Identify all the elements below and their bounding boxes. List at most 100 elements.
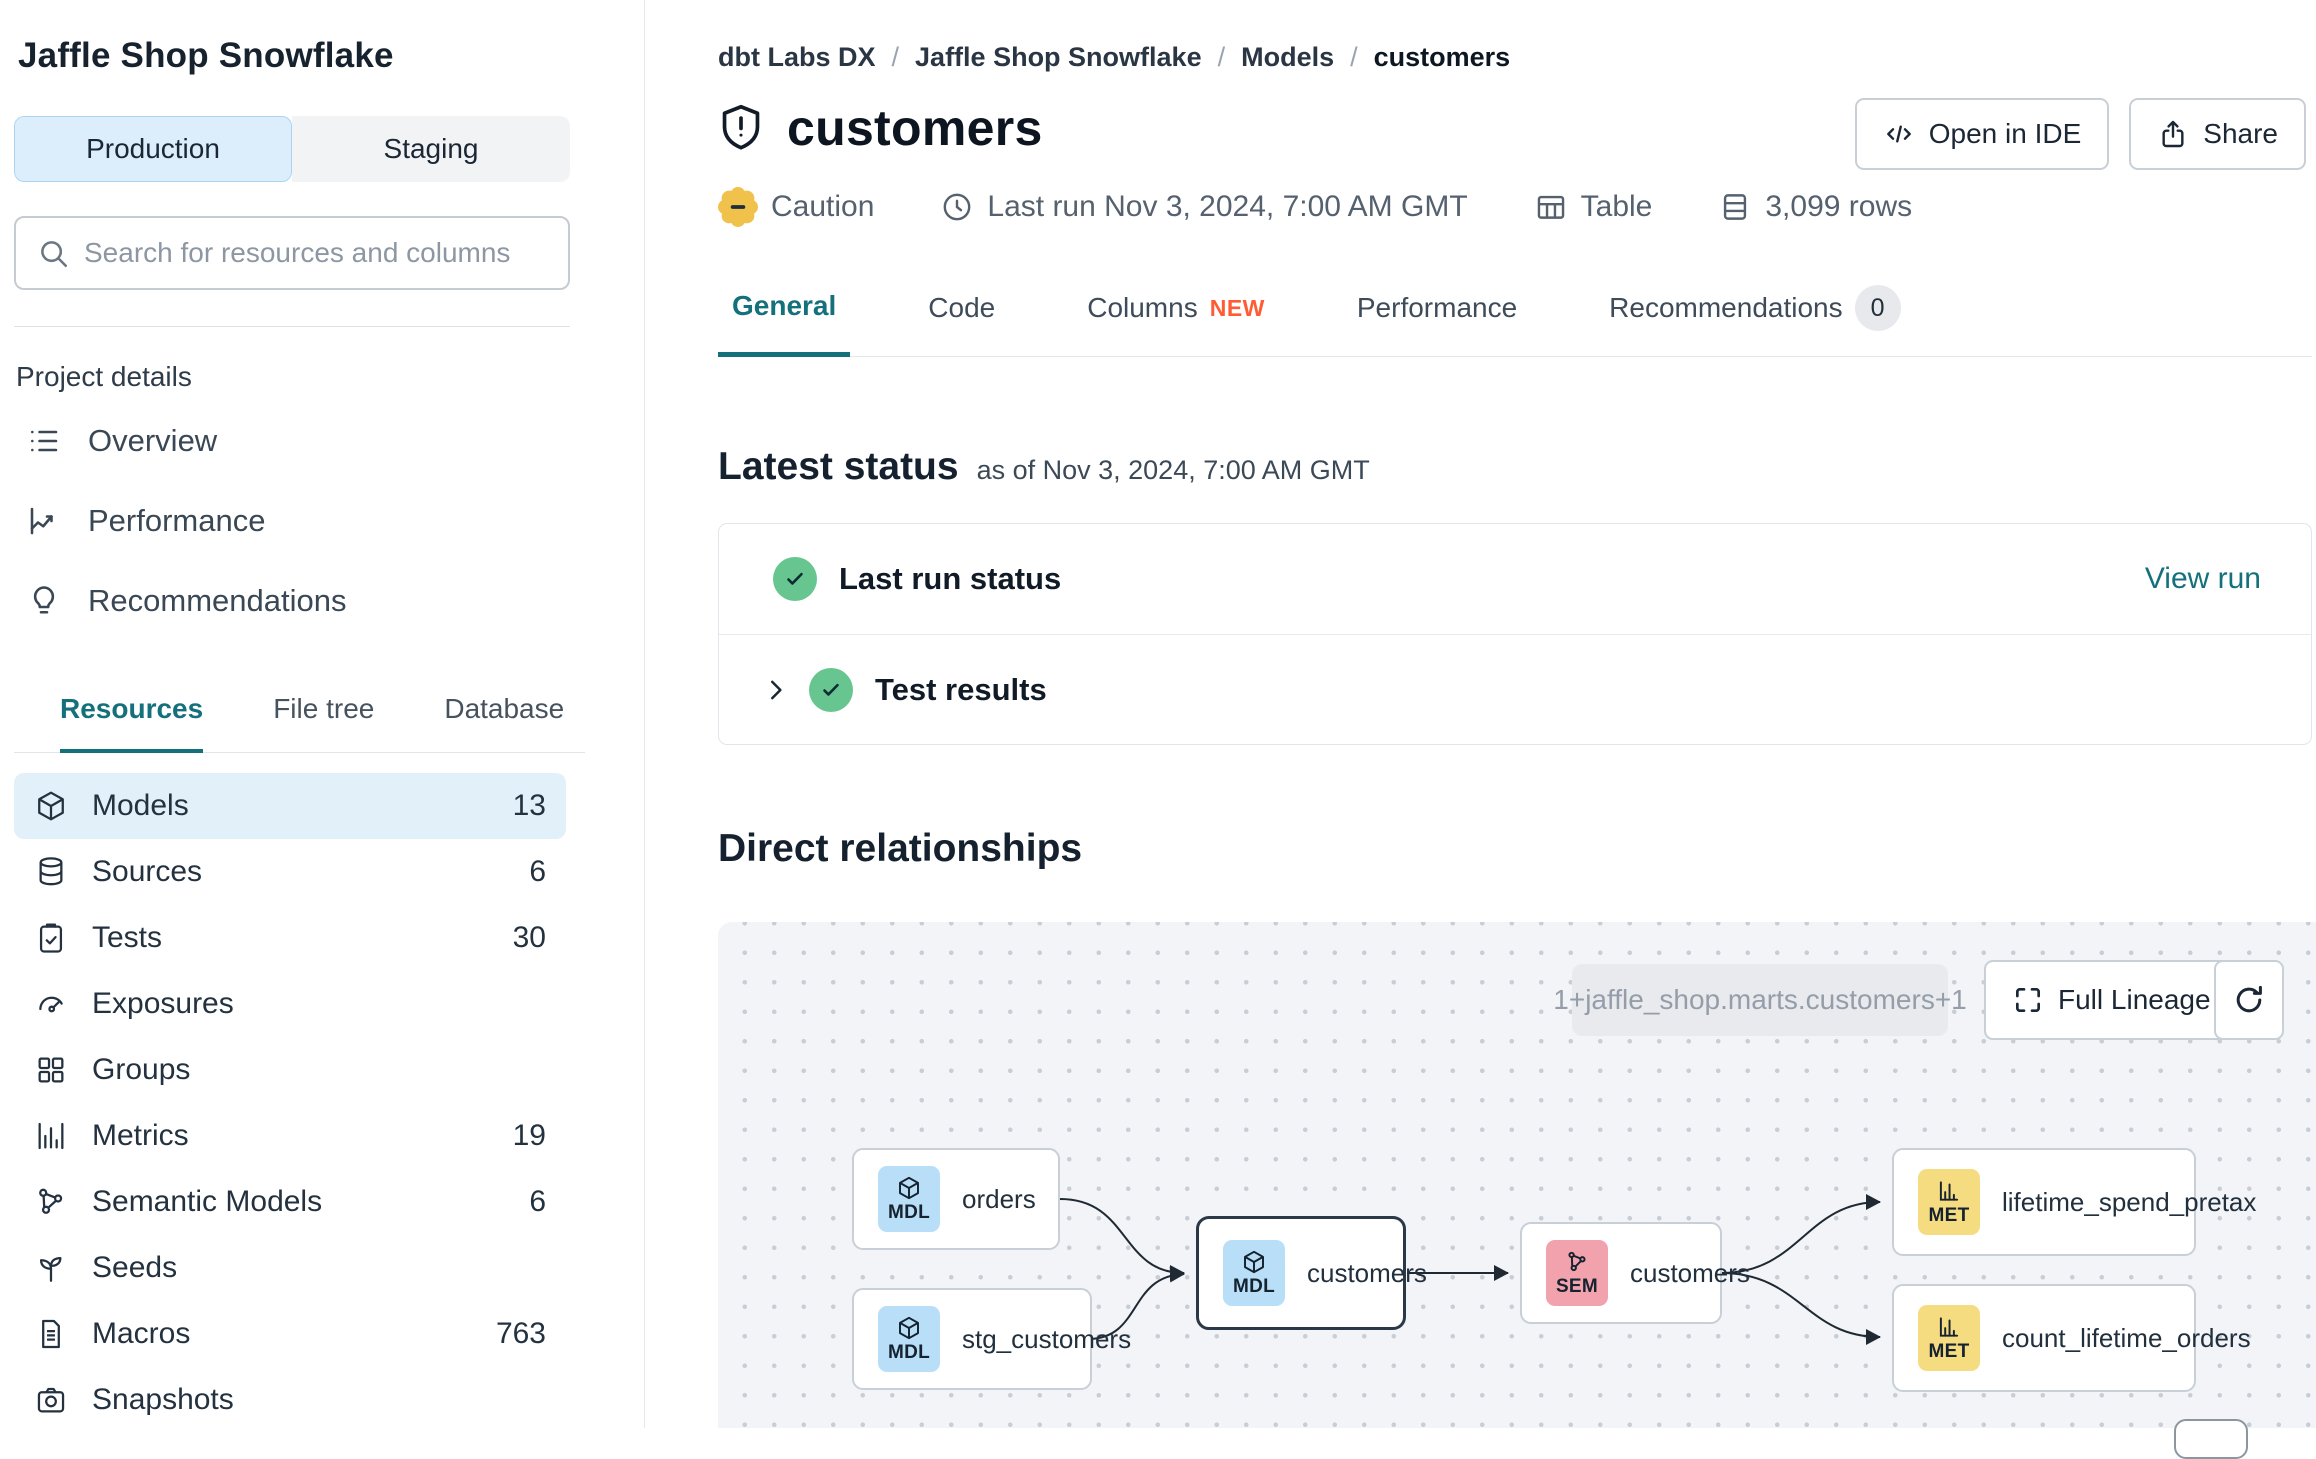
node-type-label: SEM — [1556, 1276, 1598, 1298]
sidebar-item-metrics[interactable]: Metrics 19 — [14, 1103, 566, 1169]
cube-icon — [34, 789, 68, 823]
sidebar-item-sources[interactable]: Sources 6 — [14, 839, 566, 905]
view-run-link[interactable]: View run — [2145, 562, 2261, 596]
sidebar-item-tests[interactable]: Tests 30 — [14, 905, 566, 971]
sidebar-tabs: Resources File tree Database — [60, 693, 644, 753]
tab-file-tree[interactable]: File tree — [273, 693, 374, 753]
resource-label: Macros — [92, 1317, 190, 1351]
lineage-node-customers-semantic[interactable]: SEM customers — [1520, 1222, 1722, 1324]
sidebar-item-models[interactable]: Models 13 — [14, 773, 566, 839]
tab-label: Recommendations — [1609, 292, 1842, 324]
row-count-label: 3,099 rows — [1765, 190, 1912, 224]
health-status[interactable]: Caution — [718, 187, 874, 227]
search-input[interactable] — [84, 237, 568, 269]
health-label: Caution — [771, 190, 874, 224]
node-type-label: MDL — [888, 1202, 930, 1224]
code-icon — [1883, 118, 1915, 150]
clipboard-check-icon — [34, 921, 68, 955]
production-toggle-button[interactable]: Production — [14, 116, 292, 182]
resource-count: 19 — [513, 1119, 546, 1153]
sidebar-item-recommendations[interactable]: Recommendations — [14, 561, 644, 641]
lineage-node-customers-model[interactable]: MDL customers — [1196, 1216, 1406, 1330]
test-results-row[interactable]: Test results — [719, 634, 2311, 744]
sidebar-item-label: Performance — [88, 503, 265, 539]
tab-performance[interactable]: Performance — [1343, 285, 1531, 357]
sidebar-item-groups[interactable]: Groups — [14, 1037, 566, 1103]
open-in-ide-button[interactable]: Open in IDE — [1855, 98, 2110, 170]
success-check-icon — [773, 557, 817, 601]
sidebar-search — [14, 216, 570, 290]
test-results-label: Test results — [875, 672, 1047, 708]
cube-icon — [896, 1315, 922, 1341]
tab-general[interactable]: General — [718, 285, 850, 357]
node-type-label: MDL — [888, 1342, 930, 1364]
resource-label: Metrics — [92, 1119, 189, 1153]
model-meta: Caution Last run Nov 3, 2024, 7:00 AM GM… — [718, 187, 2316, 227]
lineage-node-lifetime-spend-pretax[interactable]: MET lifetime_spend_pretax — [1892, 1148, 2196, 1256]
refresh-lineage-button[interactable] — [2214, 960, 2284, 1040]
tab-code[interactable]: Code — [914, 285, 1009, 357]
staging-toggle-button[interactable]: Staging — [292, 116, 570, 182]
sidebar-item-overview[interactable]: Overview — [14, 401, 644, 481]
table-icon — [1534, 190, 1568, 224]
lineage-node-count-lifetime-orders[interactable]: MET count_lifetime_orders — [1892, 1284, 2196, 1392]
lineage-node-stg-customers[interactable]: MDL stg_customers — [852, 1288, 1092, 1390]
tab-label: General — [732, 290, 836, 322]
last-run-status-row: Last run status View run — [719, 524, 2311, 634]
lineage-zoom-control[interactable] — [2174, 1419, 2248, 1459]
node-label: stg_customers — [962, 1324, 1131, 1355]
share-button[interactable]: Share — [2129, 98, 2306, 170]
node-label: customers — [1630, 1258, 1750, 1289]
node-label: orders — [962, 1184, 1036, 1215]
node-type-label: MDL — [1233, 1276, 1275, 1298]
tab-label: Performance — [1357, 292, 1517, 324]
tab-database[interactable]: Database — [444, 693, 564, 753]
tab-label: Columns — [1087, 292, 1197, 324]
project-nav: Overview Performance Recommendations — [14, 401, 644, 641]
breadcrumb-models[interactable]: Models — [1241, 42, 1334, 73]
tab-resources[interactable]: Resources — [60, 693, 203, 753]
sidebar-item-performance[interactable]: Performance — [14, 481, 644, 561]
status-card: Last run status View run Test results — [718, 523, 2312, 745]
shield-icon — [715, 102, 767, 154]
chevron-right-icon — [761, 675, 791, 705]
environment-toggle: Production Staging — [14, 116, 570, 182]
breadcrumb-separator: / — [892, 42, 900, 73]
sidebar-item-exposures[interactable]: Exposures — [14, 971, 566, 1037]
open-in-ide-label: Open in IDE — [1929, 118, 2082, 150]
resource-label: Sources — [92, 855, 202, 889]
rows-icon — [1718, 190, 1752, 224]
resource-label: Tests — [92, 921, 162, 955]
bar-chart-icon — [1936, 1314, 1962, 1340]
project-details-label: Project details — [16, 361, 644, 393]
breadcrumb-separator: / — [1218, 42, 1226, 73]
lineage-canvas[interactable]: 1+jaffle_shop.marts.customers+1 Full Lin… — [718, 922, 2316, 1428]
full-lineage-button[interactable]: Full Lineage — [1984, 960, 2239, 1040]
full-lineage-label: Full Lineage — [2058, 984, 2211, 1016]
resource-label: Snapshots — [92, 1383, 234, 1417]
sidebar-item-semantic-models[interactable]: Semantic Models 6 — [14, 1169, 566, 1235]
resource-label: Seeds — [92, 1251, 177, 1285]
share-label: Share — [2203, 118, 2278, 150]
last-run-status-label: Last run status — [839, 561, 1061, 597]
share-icon — [2157, 118, 2189, 150]
breadcrumb: dbt Labs DX / Jaffle Shop Snowflake / Mo… — [718, 42, 2316, 73]
breadcrumb-account[interactable]: dbt Labs DX — [718, 42, 876, 73]
header-actions: Open in IDE Share — [1855, 98, 2306, 170]
sidebar-item-macros[interactable]: Macros 763 — [14, 1301, 566, 1367]
chart-line-icon — [26, 503, 62, 539]
sprout-icon — [34, 1251, 68, 1285]
sidebar-item-snapshots[interactable]: Snapshots — [14, 1367, 566, 1433]
materialization-label: Table — [1581, 190, 1653, 224]
project-sidebar: Jaffle Shop Snowflake Production Staging… — [0, 0, 645, 1428]
breadcrumb-project[interactable]: Jaffle Shop Snowflake — [915, 42, 1202, 73]
relationships-header: Direct relationships — [718, 827, 2316, 871]
lineage-node-orders[interactable]: MDL orders — [852, 1148, 1060, 1250]
lineage-selector-chip[interactable]: 1+jaffle_shop.marts.customers+1 — [1572, 964, 1948, 1036]
sidebar-item-seeds[interactable]: Seeds — [14, 1235, 566, 1301]
database-icon — [34, 855, 68, 889]
refresh-icon — [2231, 982, 2267, 1018]
gauge-icon — [34, 987, 68, 1021]
